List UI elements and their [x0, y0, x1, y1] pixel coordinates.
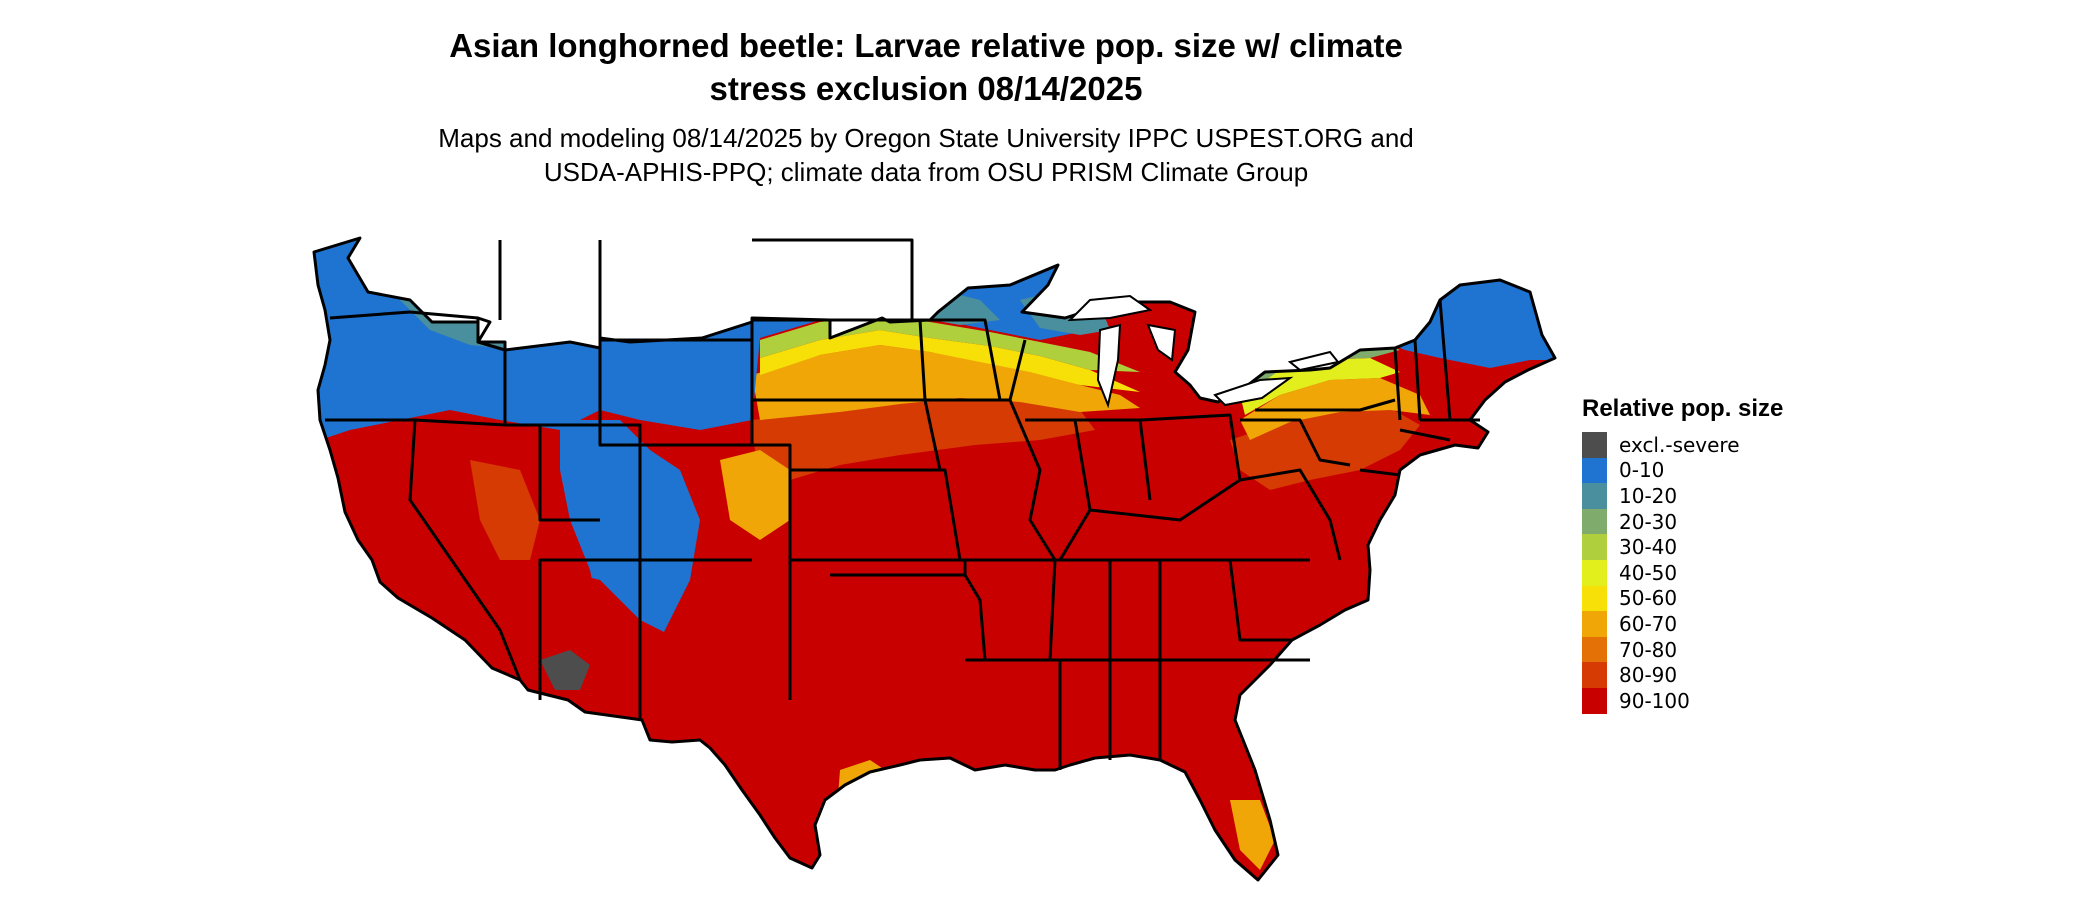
region-90-100-arizona-nm	[560, 570, 790, 720]
legend-title: Relative pop. size	[1582, 395, 1784, 422]
legend-label: 0-10	[1619, 458, 1665, 483]
legend-swatch	[1582, 611, 1607, 637]
legend-label: 30-40	[1619, 535, 1678, 560]
legend-swatch	[1582, 432, 1607, 458]
region-80-90-northeast	[1230, 408, 1420, 490]
legend-swatch	[1582, 508, 1607, 535]
legend-item-40-50: 40-50	[1582, 559, 1783, 586]
legend-label: 10-20	[1619, 483, 1678, 508]
region-50-60-band	[760, 330, 1140, 392]
map-subtitle-line-1: Maps and modeling 08/14/2025 by Oregon S…	[438, 123, 1414, 153]
legend-item-30-40: 30-40	[1582, 534, 1783, 560]
legend-items: excl.-severe 0-10 10-20 20-30 30-40 40-5…	[1582, 432, 1783, 714]
legend-swatch	[1582, 559, 1607, 586]
legend-item-70-80: 70-80	[1582, 636, 1783, 663]
legend-swatch	[1582, 457, 1607, 484]
legend-label: 70-80	[1619, 637, 1678, 662]
region-80-90-nevada	[470, 460, 540, 560]
legend-swatch	[1582, 662, 1607, 688]
map-title-line-1: Asian longhorned beetle: Larvae relative…	[449, 27, 1403, 64]
legend-swatch	[1582, 585, 1607, 612]
legend-swatch	[1582, 483, 1607, 509]
legend-item-0-10: 0-10	[1582, 457, 1783, 484]
legend-item-excl-severe: excl.-severe	[1582, 432, 1783, 458]
us-map	[312, 236, 1557, 882]
legend-label: 80-90	[1619, 663, 1678, 688]
legend-label: 50-60	[1619, 586, 1678, 611]
map-title: Asian longhorned beetle: Larvae relative…	[0, 24, 1852, 110]
map-title-line-2: stress exclusion 08/14/2025	[709, 70, 1143, 107]
legend: Relative pop. size excl.-severe 0-10 10-…	[1582, 394, 1783, 714]
map-subtitle-line-2: USDA-APHIS-PPQ; climate data from OSU PR…	[543, 157, 1309, 187]
legend-label: 60-70	[1619, 611, 1678, 636]
legend-item-60-70: 60-70	[1582, 611, 1783, 637]
legend-item-10-20: 10-20	[1582, 483, 1783, 509]
map-subtitle: Maps and modeling 08/14/2025 by Oregon S…	[0, 121, 1852, 189]
region-80-90-plains	[750, 398, 1095, 480]
legend-label: excl.-severe	[1619, 432, 1740, 457]
legend-item-90-100: 90-100	[1582, 687, 1783, 714]
legend-label: 40-50	[1619, 560, 1678, 585]
great-lakes	[1067, 294, 1340, 409]
region-90-100-california	[330, 432, 560, 720]
legend-swatch	[1582, 636, 1607, 663]
legend-label: 20-30	[1619, 509, 1678, 534]
region-excl-severe-arizona	[540, 650, 590, 690]
legend-item-80-90: 80-90	[1582, 662, 1783, 688]
legend-item-50-60: 50-60	[1582, 585, 1783, 612]
region-60-70-florida-south	[1230, 800, 1275, 870]
legend-item-20-30: 20-30	[1582, 508, 1783, 535]
legend-swatch	[1582, 687, 1607, 714]
region-60-70-colorado	[720, 450, 790, 540]
legend-label: 90-100	[1619, 688, 1690, 713]
legend-swatch	[1582, 534, 1607, 560]
state-boundaries	[312, 236, 1557, 882]
